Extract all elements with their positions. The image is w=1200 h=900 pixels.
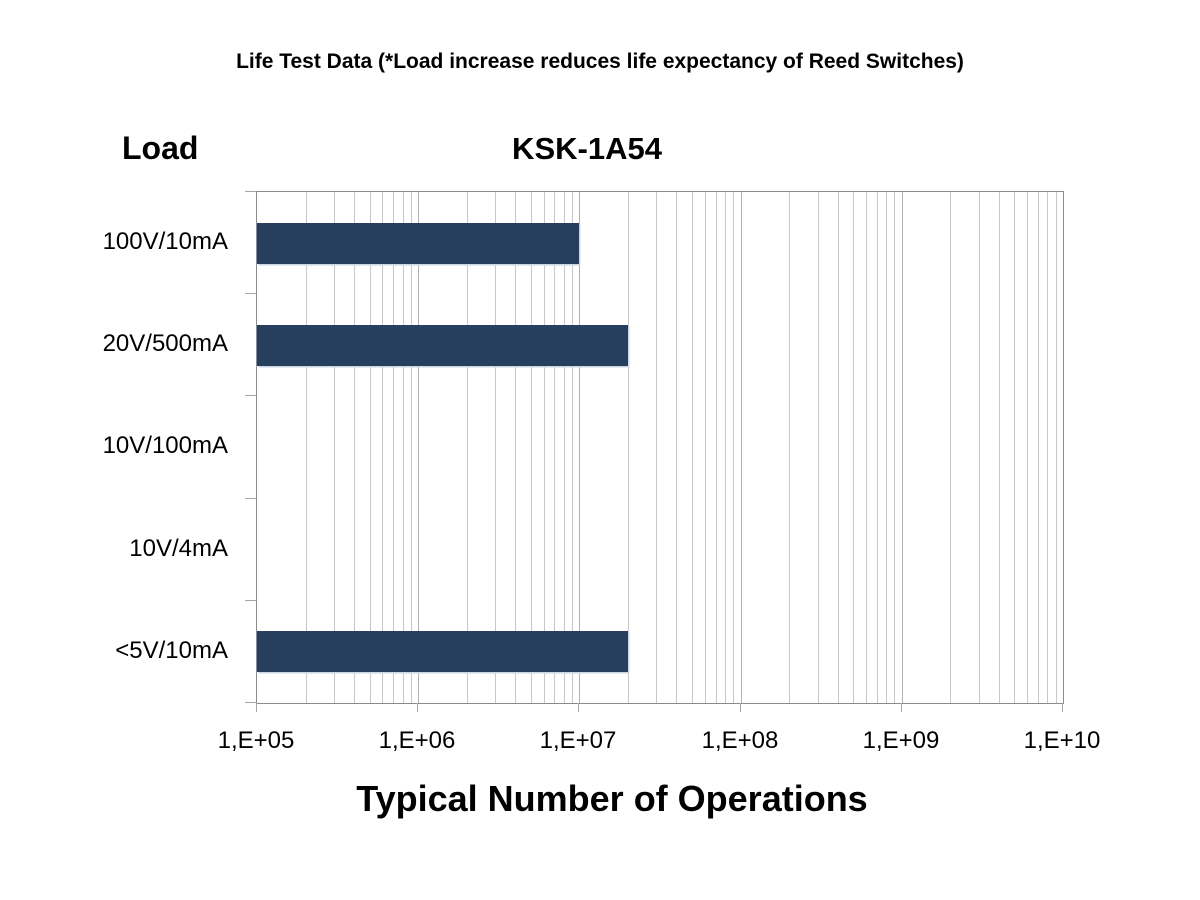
minor-gridline — [554, 192, 556, 703]
category-label: 10V/4mA — [129, 534, 228, 562]
x-axis-tick-label: 1,E+08 — [701, 727, 779, 754]
x-axis-tick — [417, 703, 418, 712]
minor-gridline — [676, 192, 678, 703]
minor-gridline — [894, 192, 896, 703]
minor-gridline — [466, 192, 468, 703]
x-axis-tick-label: 1,E+07 — [539, 727, 617, 754]
minor-gridline — [305, 192, 307, 703]
major-gridline — [418, 192, 420, 703]
minor-gridline — [817, 192, 819, 703]
minor-gridline — [876, 192, 878, 703]
minor-gridline — [627, 192, 629, 703]
category-label: 10V/100mA — [102, 432, 228, 460]
major-gridline — [579, 192, 581, 703]
major-gridline — [901, 192, 903, 703]
minor-gridline — [333, 192, 335, 703]
minor-gridline — [515, 192, 517, 703]
minor-gridline — [950, 192, 952, 703]
minor-gridline — [715, 192, 717, 703]
minor-gridline — [1014, 192, 1016, 703]
minor-gridline — [656, 192, 658, 703]
x-axis-tick-label: 1,E+05 — [217, 727, 295, 754]
minor-gridline — [866, 192, 868, 703]
category-tick — [245, 395, 256, 396]
x-axis-tick — [740, 703, 741, 712]
minor-gridline — [837, 192, 839, 703]
minor-gridline — [572, 192, 574, 703]
minor-gridline — [410, 192, 412, 703]
x-axis-tick-label: 1,E+09 — [862, 727, 940, 754]
bar-<5V/10mA — [257, 631, 628, 672]
category-tick — [245, 293, 256, 294]
major-gridline — [740, 192, 742, 703]
minor-gridline — [704, 192, 706, 703]
category-label: 20V/500mA — [102, 330, 228, 358]
minor-gridline — [354, 192, 356, 703]
minor-gridline — [393, 192, 395, 703]
x-axis-tick-labels: 1,E+05 1,E+06 1,E+07 1,E+08 1,E+09 1,E+10 — [218, 727, 1101, 757]
page-title: Life Test Data (*Load increase reduces l… — [236, 50, 964, 73]
minor-gridline — [733, 192, 735, 703]
category-tick — [245, 191, 256, 192]
category-label: 100V/10mA — [102, 228, 228, 256]
y-axis-title: Load — [122, 130, 199, 166]
minor-gridline — [692, 192, 694, 703]
minor-gridline — [1027, 192, 1029, 703]
minor-gridline — [1038, 192, 1040, 703]
category-tick — [245, 702, 256, 703]
minor-gridline — [563, 192, 565, 703]
minor-gridline — [853, 192, 855, 703]
plot-area — [256, 191, 1064, 704]
category-tick — [245, 600, 256, 601]
category-tick — [245, 498, 256, 499]
minor-gridline — [543, 192, 545, 703]
bar-20V/500mA — [257, 325, 628, 366]
x-axis-tick — [901, 703, 902, 712]
chart-title: KSK-1A54 — [512, 131, 662, 166]
bar-100V/10mA — [257, 223, 579, 264]
minor-gridline — [998, 192, 1000, 703]
minor-gridline — [530, 192, 532, 703]
x-axis-tick-label: 1,E+10 — [1023, 727, 1101, 754]
minor-gridline — [382, 192, 384, 703]
category-label: <5V/10mA — [115, 636, 228, 664]
minor-gridline — [978, 192, 980, 703]
x-axis-tick — [256, 703, 257, 712]
category-axis-ticks — [245, 191, 256, 704]
x-axis-tick-label: 1,E+06 — [378, 727, 456, 754]
minor-gridline — [886, 192, 888, 703]
minor-gridline — [789, 192, 791, 703]
x-axis-tick — [1062, 703, 1063, 712]
minor-gridline — [724, 192, 726, 703]
minor-gridline — [1055, 192, 1057, 703]
minor-gridline — [402, 192, 404, 703]
minor-gridline — [1047, 192, 1049, 703]
minor-gridline — [495, 192, 497, 703]
category-axis-labels: 100V/10mA 20V/500mA 10V/100mA 10V/4mA <5V/10… — [0, 191, 228, 704]
x-axis-tick — [578, 703, 579, 712]
minor-gridline — [369, 192, 371, 703]
x-axis-ticks — [256, 703, 1064, 712]
x-axis-title: Typical Number of Operations — [356, 778, 868, 819]
